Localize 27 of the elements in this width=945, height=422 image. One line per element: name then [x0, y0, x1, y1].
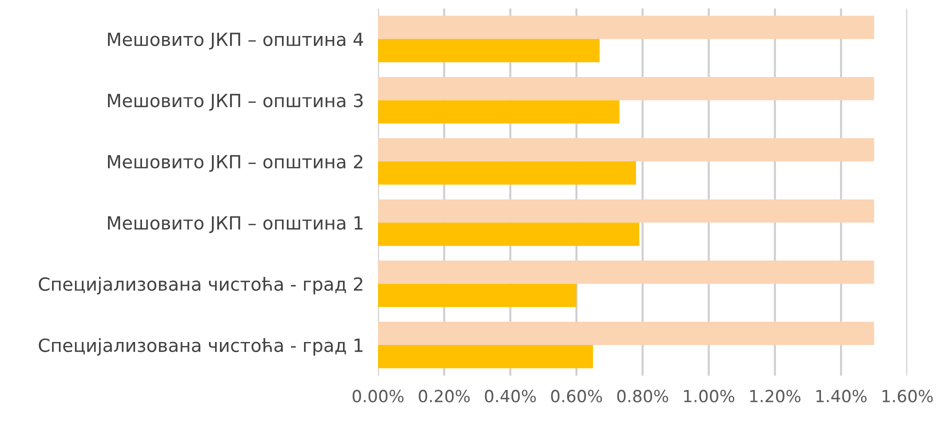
bar: [378, 100, 620, 124]
x-tick-label: 0.40%: [484, 390, 536, 402]
bar: [378, 284, 576, 308]
y-tick-label: Мешовито ЈКП – општина 2: [108, 154, 362, 172]
y-tick-label: Специјализована чистоћа - град 1: [38, 338, 362, 356]
bar: [378, 161, 636, 185]
bar: [378, 16, 874, 40]
x-tick-label: 0.80%: [617, 390, 668, 402]
x-tick-label: 1.40%: [816, 390, 867, 402]
y-tick-label: Мешовито ЈКП – општина 1: [108, 216, 362, 234]
x-tick-label: 0.00%: [352, 390, 404, 402]
y-tick-label: Мешовито ЈКП – општина 3: [108, 94, 363, 111]
x-tick-label: 1.00%: [684, 390, 734, 402]
x-tick-label: 0.20%: [418, 390, 470, 402]
bar: [378, 222, 640, 246]
bar: [378, 344, 593, 368]
y-tick-label: Мешовито ЈКП – општина 4: [108, 32, 364, 50]
bar: [378, 322, 874, 345]
bar: [378, 76, 874, 100]
bar: [378, 199, 874, 223]
x-tick-label: 0.60%: [551, 390, 602, 402]
bar: [378, 39, 600, 62]
y-tick-label: Специјализована чистоћа - град 2: [38, 276, 362, 294]
x-tick-label: 1.20%: [750, 390, 800, 402]
x-tick-label: 1.60%: [882, 390, 933, 402]
bar: [378, 138, 874, 162]
bar: [378, 260, 874, 284]
